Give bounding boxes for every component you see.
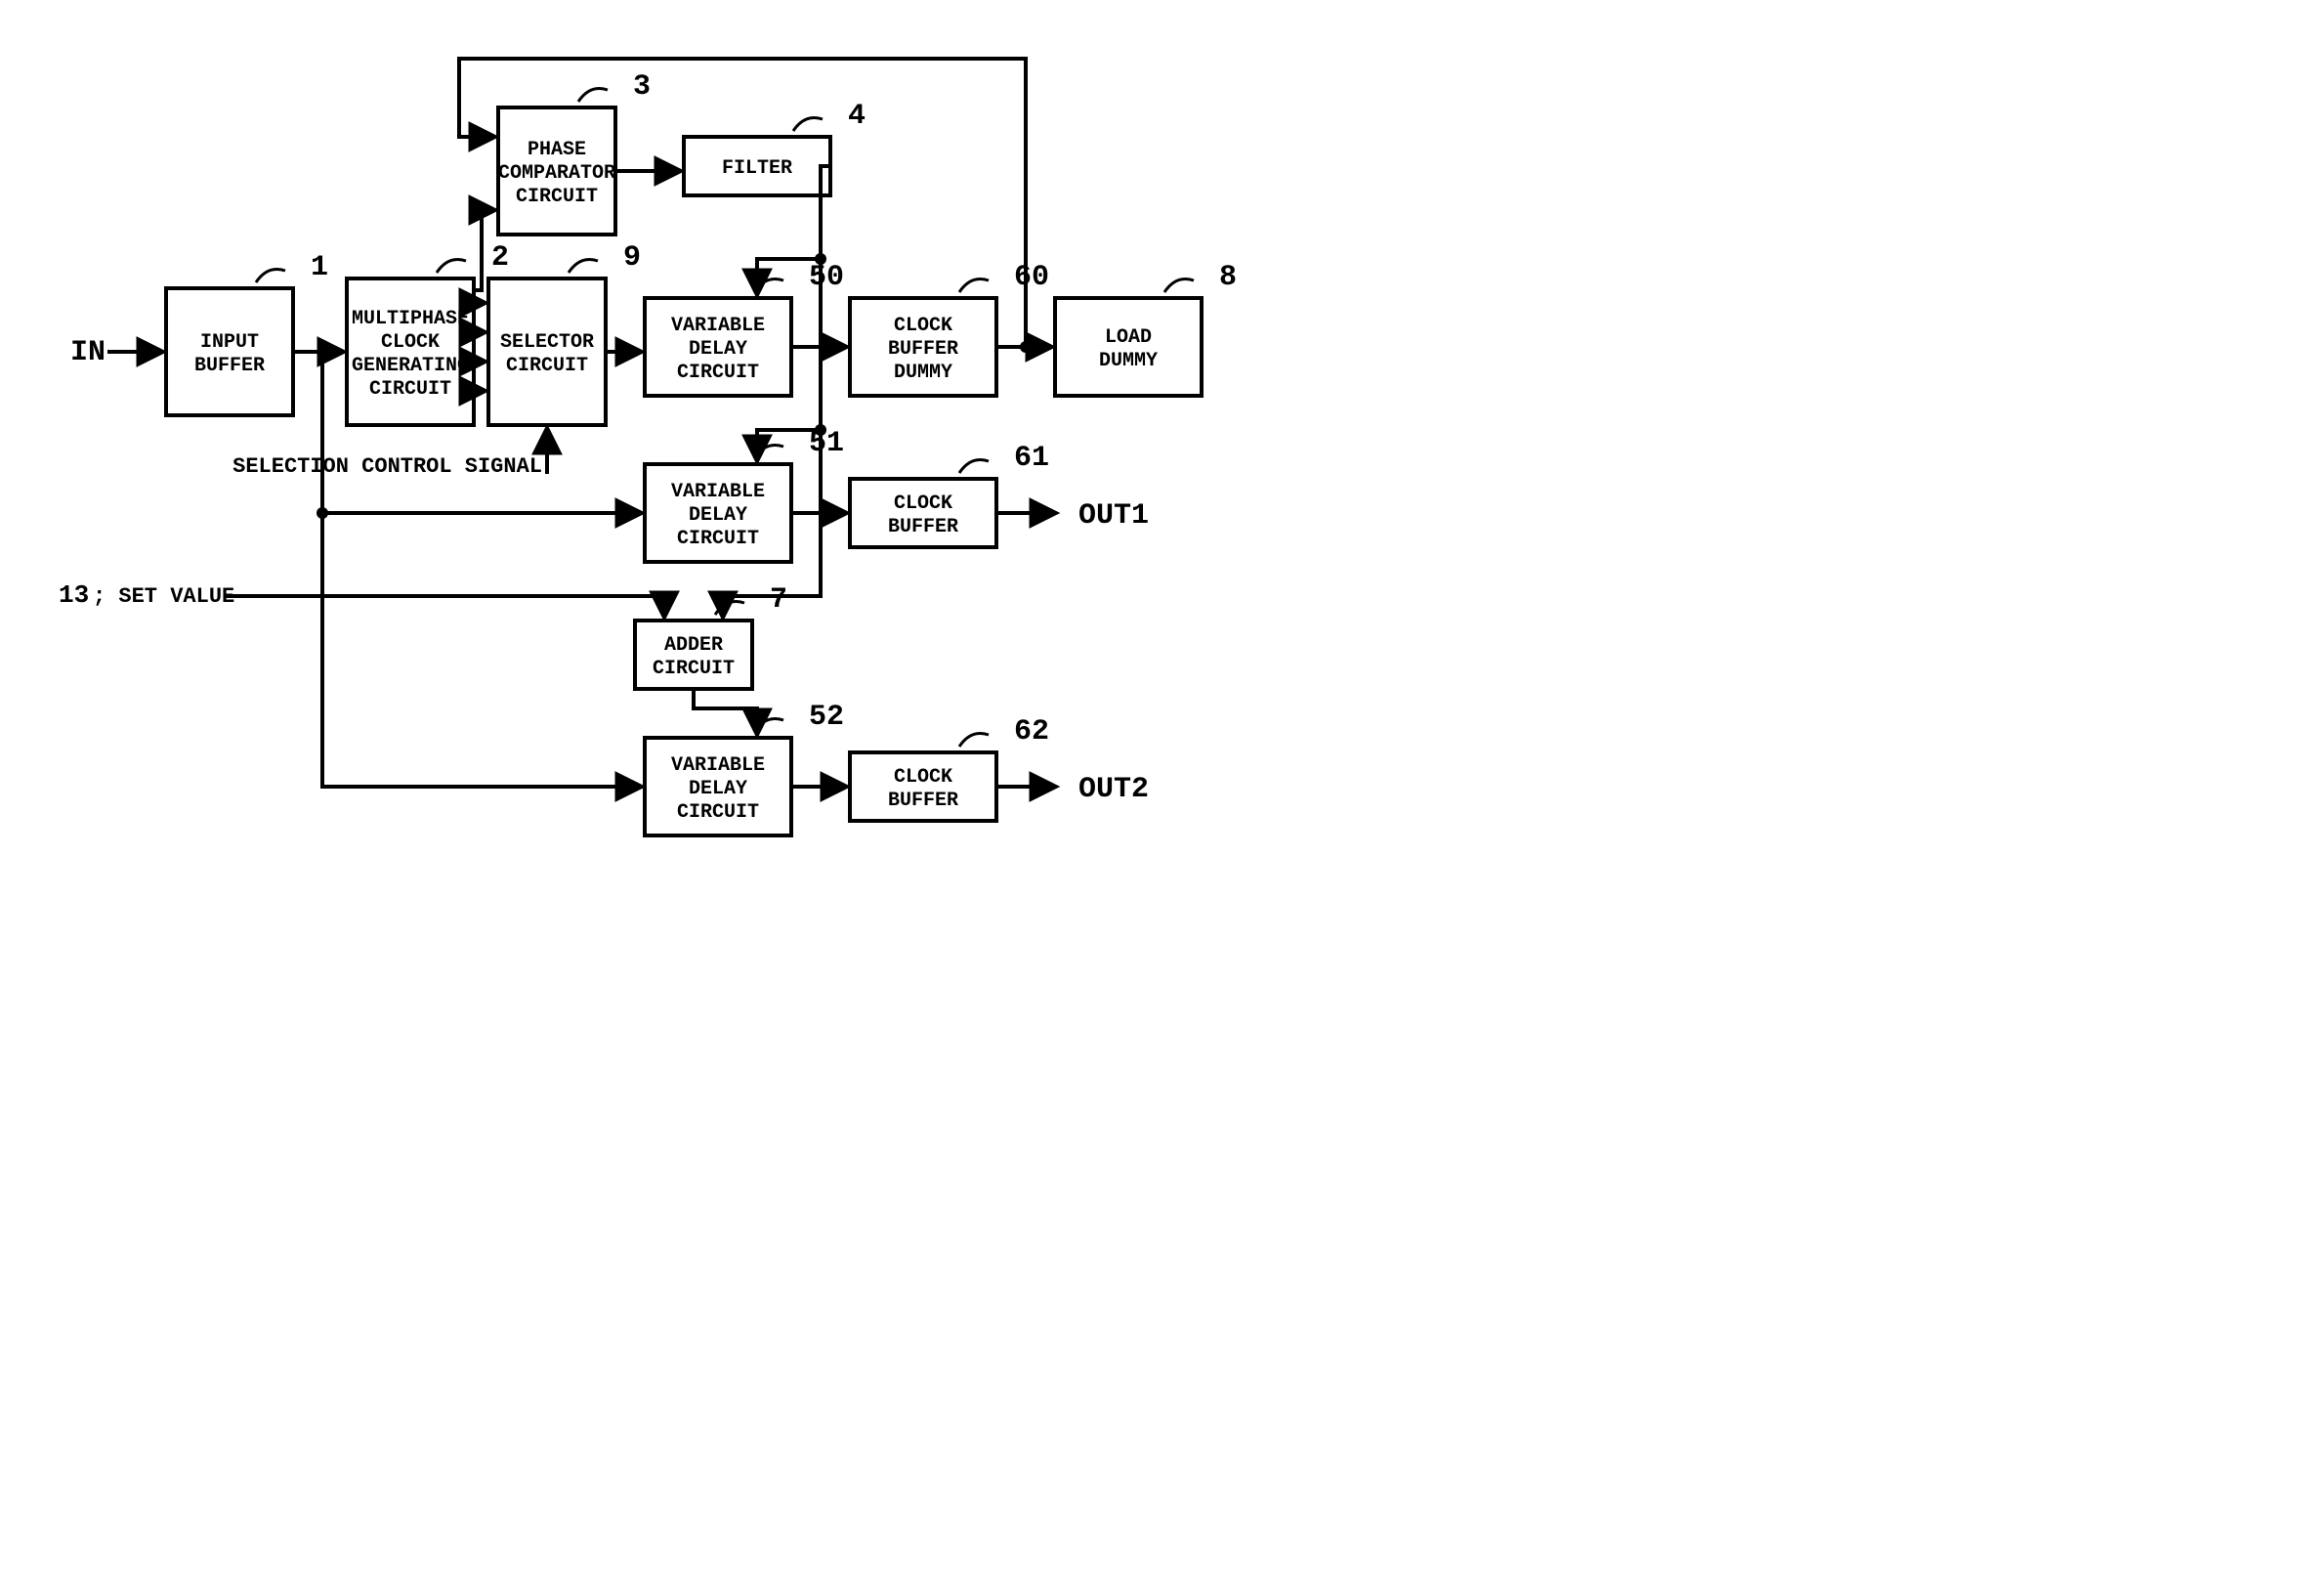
clock-buffer-1-flag: [959, 460, 989, 474]
variable-delay-1-label-2: CIRCUIT: [677, 528, 759, 550]
variable-delay-0-num: 50: [809, 261, 844, 294]
sel-ctrl-label: SELECTION CONTROL SIGNAL: [232, 454, 542, 479]
adder-flag: [715, 602, 744, 616]
multiphase-clock-num: 2: [491, 241, 509, 275]
variable-delay-1-num: 51: [809, 427, 844, 460]
load-dummy-num: 8: [1219, 261, 1237, 294]
selector-num: 9: [623, 241, 641, 275]
variable-delay-0-label-1: DELAY: [689, 338, 747, 361]
clock-buffer-1-label-1: BUFFER: [888, 516, 958, 538]
clock-buffer-1-num: 61: [1014, 442, 1049, 475]
input-buffer-num: 1: [311, 251, 328, 284]
input-buffer-flag: [256, 270, 285, 283]
adder-num: 7: [770, 583, 787, 617]
in-label: IN: [70, 336, 106, 369]
phase-comparator-label-0: PHASE: [528, 139, 586, 161]
clock-buffer-dummy-label-1: BUFFER: [888, 338, 958, 361]
variable-delay-2-num: 52: [809, 701, 844, 734]
out1-label: OUT1: [1078, 499, 1149, 533]
phase-comparator-label-2: CIRCUIT: [516, 186, 598, 208]
phase-comparator-label-1: COMPARATOR: [498, 162, 615, 185]
multiphase-clock-label-3: CIRCUIT: [369, 378, 451, 401]
load-dummy-flag: [1164, 279, 1194, 293]
adder-label-1: CIRCUIT: [653, 658, 735, 680]
phase-comparator-flag: [578, 89, 608, 103]
clock-buffer-dummy-label-2: DUMMY: [894, 362, 952, 384]
set-value-label: ; SET VALUE: [93, 584, 234, 609]
clock-buffer-2-flag: [959, 734, 989, 748]
filter-flag: [793, 118, 823, 132]
multiphase-clock-flag: [437, 260, 466, 274]
variable-delay-1-label-0: VARIABLE: [671, 481, 765, 503]
multiphase-clock-label-2: GENERATING: [352, 355, 469, 377]
variable-delay-1-label-1: DELAY: [689, 504, 747, 527]
variable-delay-2-label-0: VARIABLE: [671, 754, 765, 777]
set-value-num: 13: [59, 580, 89, 610]
variable-delay-2-label-1: DELAY: [689, 778, 747, 800]
clock-buffer-dummy-flag: [959, 279, 989, 293]
multiphase-clock-label-1: CLOCK: [381, 331, 440, 354]
multiphase-clock-label-0: MULTIPHASE: [352, 308, 469, 330]
filter-label-0: FILTER: [722, 157, 792, 180]
load-dummy-label-1: DUMMY: [1099, 350, 1158, 372]
input-buffer-label-1: BUFFER: [194, 355, 265, 377]
adder-to-vd2: [694, 689, 757, 734]
clock-buffer-2-label-1: BUFFER: [888, 790, 958, 812]
setvalue-to-adder: [225, 596, 664, 617]
variable-delay-0-label-2: CIRCUIT: [677, 362, 759, 384]
bus-to-vd2: [322, 513, 641, 787]
load-dummy-label-0: LOAD: [1105, 326, 1152, 349]
clock-buffer-1-label-0: CLOCK: [894, 492, 952, 515]
variable-delay-0-label-0: VARIABLE: [671, 315, 765, 337]
selector-label-0: SELECTOR: [500, 331, 594, 354]
clock-buffer-2-num: 62: [1014, 715, 1049, 749]
clock-buffer-dummy-num: 60: [1014, 261, 1049, 294]
variable-delay-2-label-2: CIRCUIT: [677, 801, 759, 824]
input-buffer-label-0: INPUT: [200, 331, 259, 354]
selector-flag: [569, 260, 598, 274]
phase-comparator-num: 3: [633, 70, 651, 104]
clock-buffer-2-label-0: CLOCK: [894, 766, 952, 789]
clock-buffer-dummy-label-0: CLOCK: [894, 315, 952, 337]
filter-num: 4: [848, 100, 866, 133]
selector-label-1: CIRCUIT: [506, 355, 588, 377]
adder-label-0: ADDER: [664, 634, 723, 657]
out2-label: OUT2: [1078, 773, 1149, 806]
